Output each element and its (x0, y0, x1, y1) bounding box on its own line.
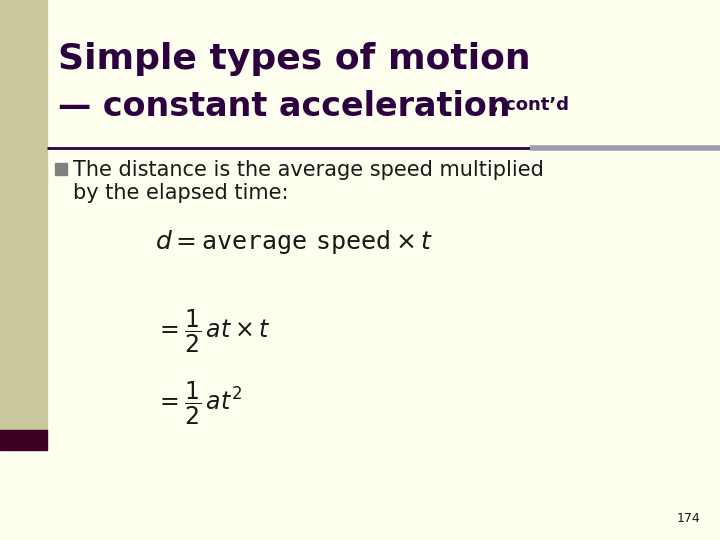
Text: by the elapsed time:: by the elapsed time: (73, 183, 289, 203)
Text: $= \dfrac{1}{2}\,at \times t$: $= \dfrac{1}{2}\,at \times t$ (155, 308, 271, 355)
Bar (0, 0, 47, 430)
Text: The distance is the average speed multiplied: The distance is the average speed multip… (73, 160, 544, 180)
Text: 174: 174 (676, 512, 700, 525)
Text: Simple types of motion: Simple types of motion (58, 42, 531, 76)
Text: — constant acceleration: — constant acceleration (58, 90, 510, 123)
Text: , cont’d: , cont’d (492, 96, 569, 114)
Bar (0, 430, 47, 450)
Text: $= \dfrac{1}{2}\,at^2$: $= \dfrac{1}{2}\,at^2$ (155, 380, 242, 427)
Bar (55, 163, 67, 175)
Text: $d = \mathtt{average\ speed} \times t$: $d = \mathtt{average\ speed} \times t$ (155, 228, 433, 256)
